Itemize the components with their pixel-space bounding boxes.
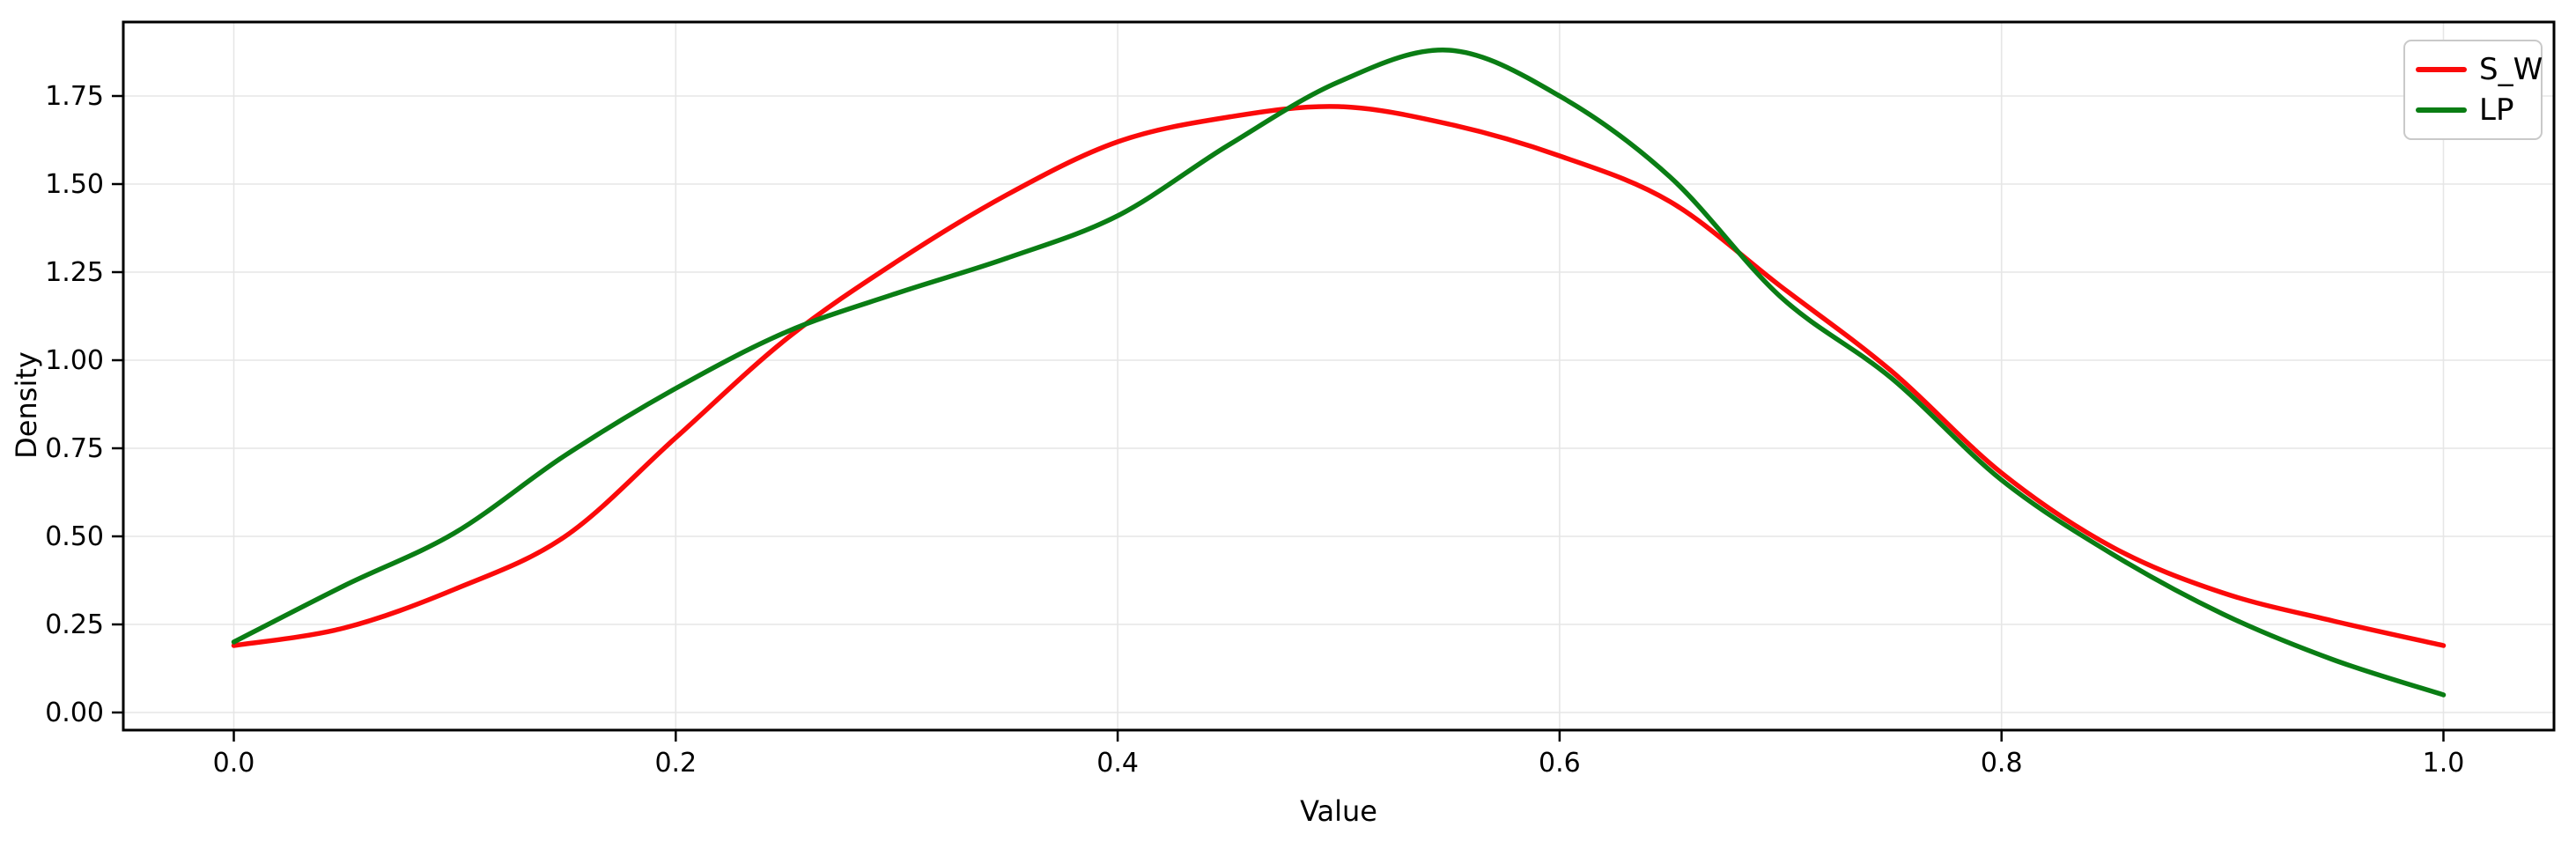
legend-swatch-lp	[2416, 107, 2467, 114]
x-tick-label: 0.0	[213, 748, 255, 779]
x-tick-label: 0.2	[654, 748, 697, 779]
y-axis-title: Density	[10, 351, 43, 459]
y-tick-label: 0.25	[45, 609, 104, 640]
x-tick-label: 0.4	[1096, 748, 1139, 779]
y-tick-label: 0.00	[45, 698, 104, 728]
y-tick-label: 1.00	[45, 345, 104, 376]
x-tick-label: 1.0	[2423, 748, 2465, 779]
legend-label-lp: LP	[2479, 92, 2514, 129]
legend-swatch-sw	[2416, 66, 2467, 72]
legend-item-lp: LP	[2416, 95, 2530, 125]
y-tick-label: 0.50	[45, 521, 104, 552]
y-tick-label: 1.25	[45, 257, 104, 288]
legend: S_W LP	[2403, 40, 2543, 140]
axes-spines	[122, 20, 2556, 732]
y-tick-label: 0.75	[45, 433, 104, 464]
y-tick-label: 1.75	[45, 81, 104, 112]
y-tick-label: 1.50	[45, 169, 104, 200]
x-tick-label: 0.8	[1981, 748, 2023, 779]
legend-label-sw: S_W	[2479, 51, 2543, 87]
series-line-s_w	[231, 104, 2447, 648]
x-tick-label: 0.6	[1539, 748, 1581, 779]
series-line-lp	[231, 48, 2447, 698]
x-axis-title: Value	[1300, 794, 1377, 828]
legend-item-sw: S_W	[2416, 55, 2543, 85]
